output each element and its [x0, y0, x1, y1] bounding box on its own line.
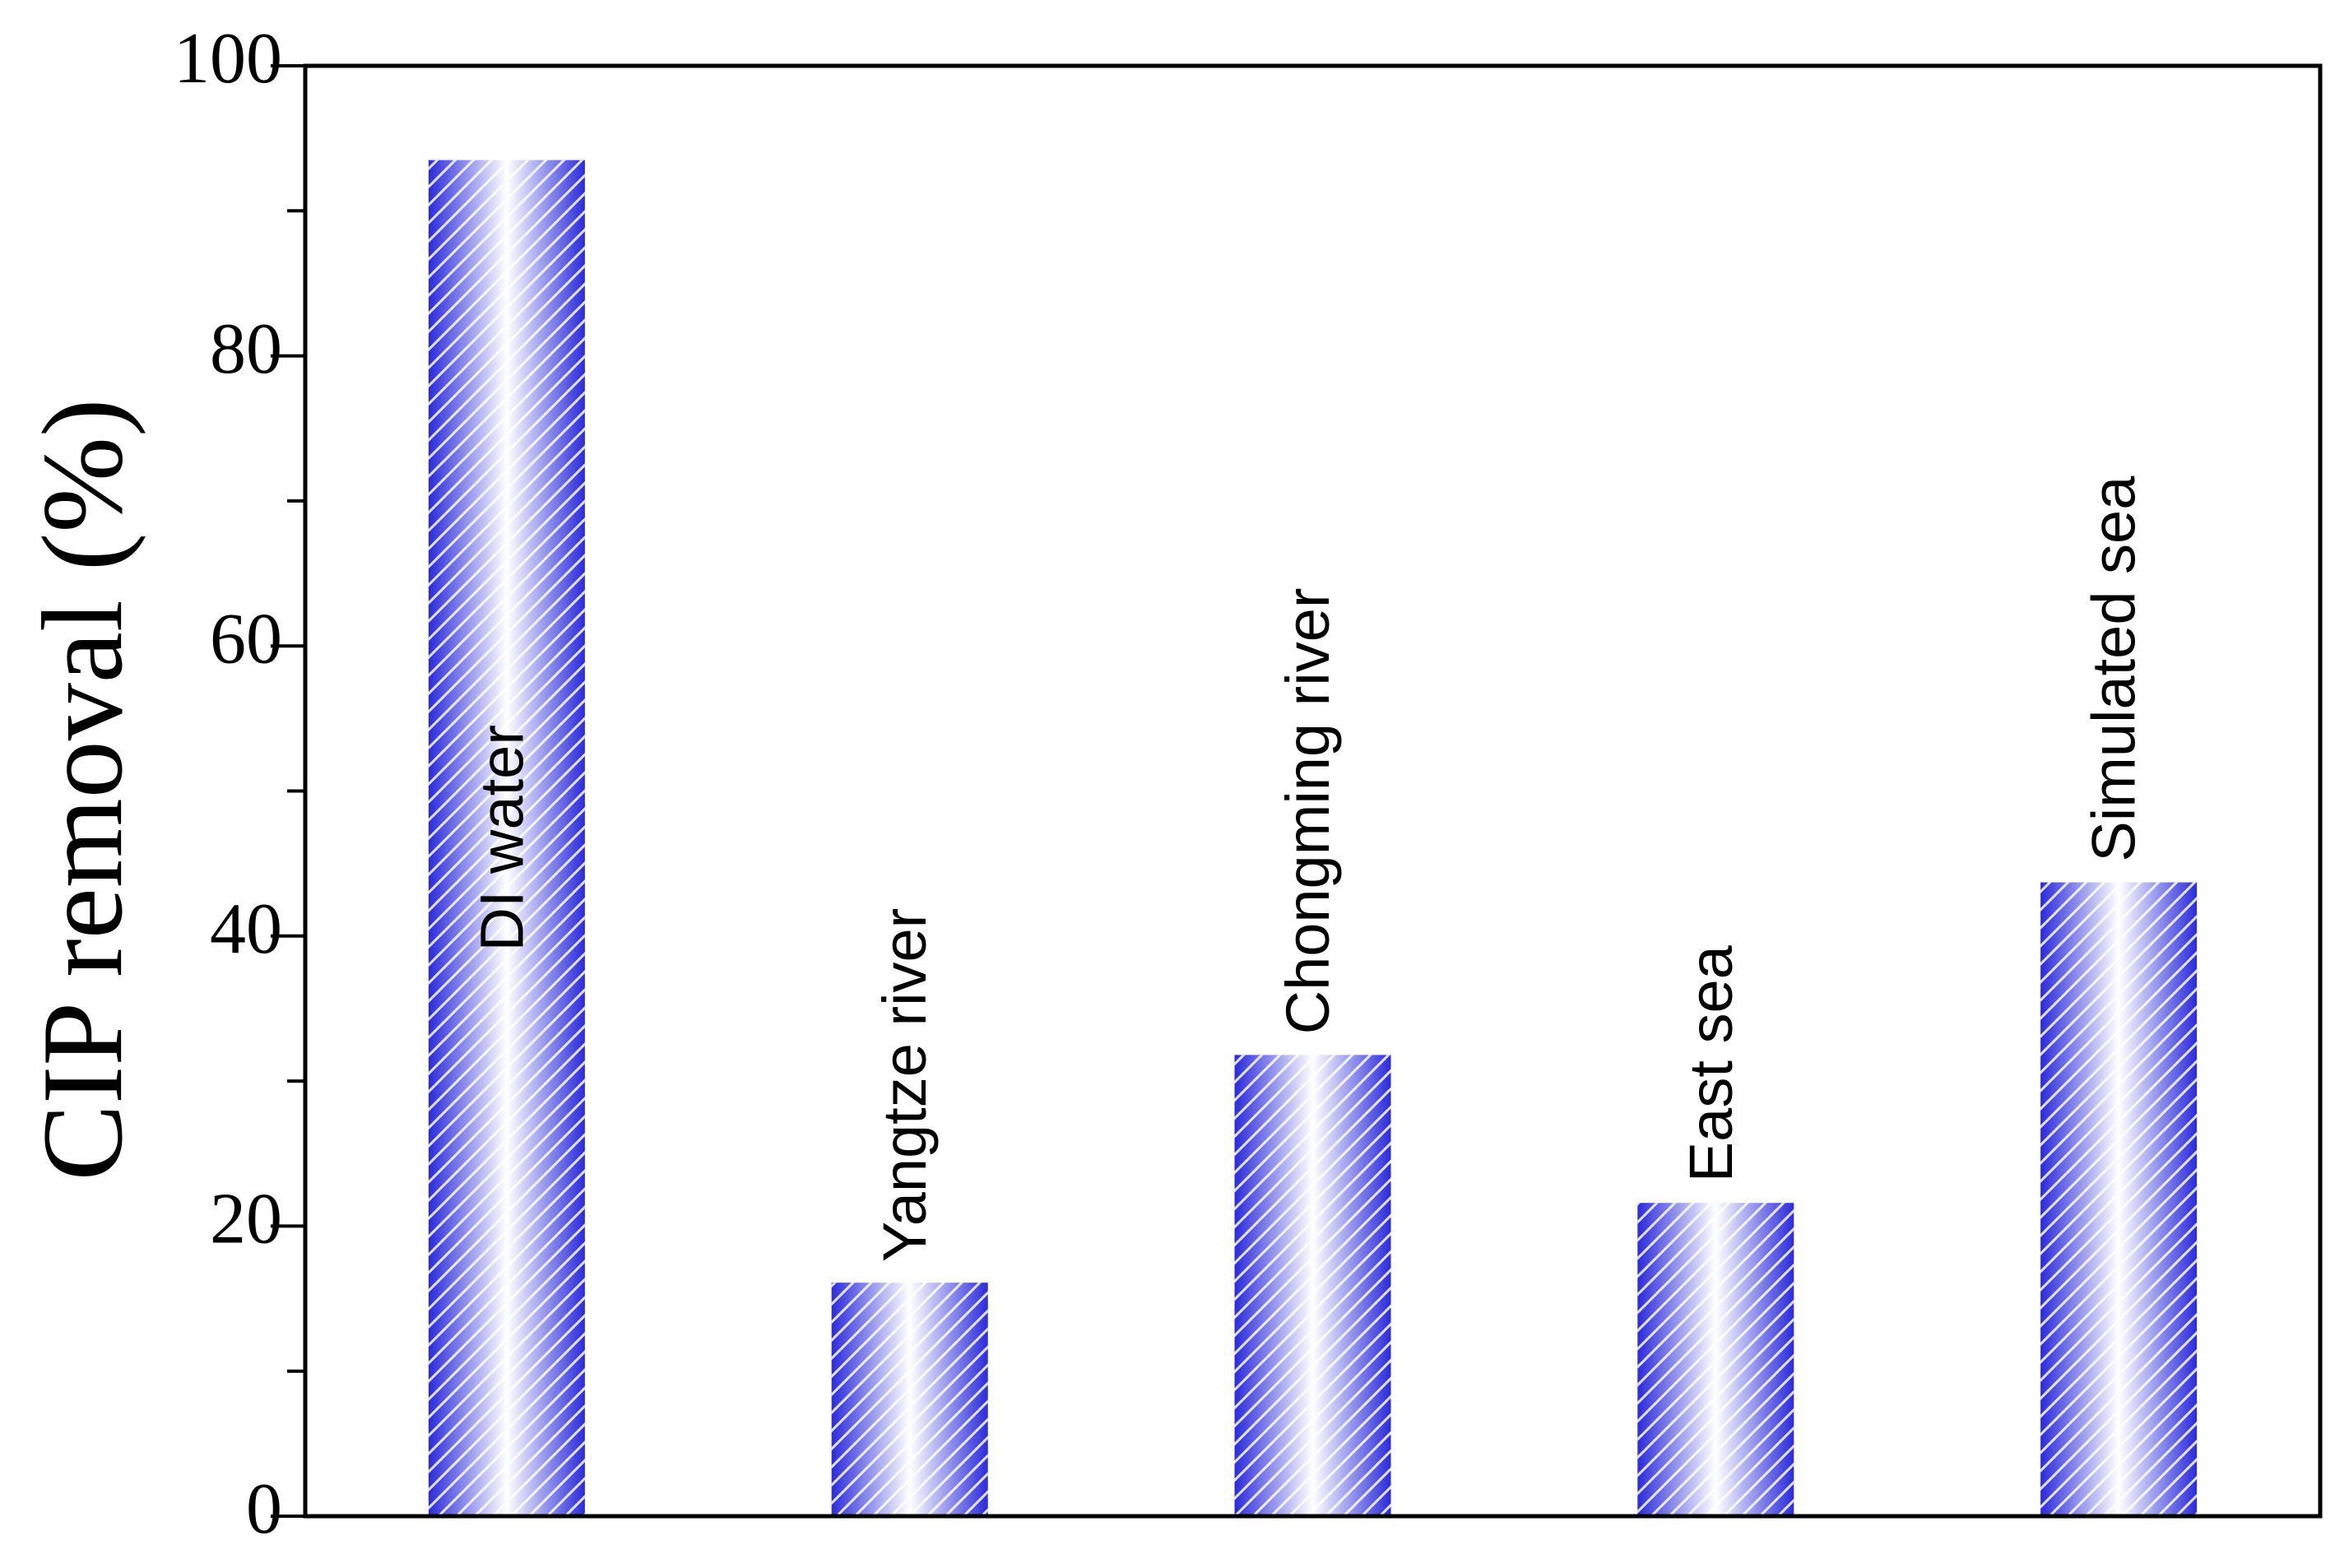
y-tick-label: 80 [210, 309, 282, 389]
bar-category-label: Chongming river [1274, 587, 1342, 1034]
y-tick-label: 40 [210, 889, 282, 969]
y-tick-label: 60 [210, 599, 282, 679]
bar [831, 1283, 988, 1516]
bar-hatch [428, 160, 585, 1517]
plot-frame [303, 63, 2323, 1519]
bar-hatch [1637, 1203, 1794, 1516]
bar-category-label: Yangtze river [870, 908, 939, 1263]
bar [1234, 1055, 1391, 1516]
y-tick-label: 0 [246, 1469, 282, 1549]
y-tick-label: 20 [210, 1180, 282, 1260]
bar-category-label: Simulated sea [2080, 476, 2148, 862]
bar-hatch [831, 1283, 988, 1516]
y-tick-label: 100 [174, 19, 282, 99]
bar-category-label: DI water [467, 725, 536, 952]
y-axis-label: CIP removal (%) [19, 398, 146, 1181]
bar-hatch [2040, 882, 2198, 1516]
bar-hatch [1234, 1055, 1391, 1516]
bar-category-label: East sea [1677, 944, 1745, 1182]
bar [2040, 882, 2198, 1516]
bar [428, 160, 585, 1517]
bar [1637, 1203, 1794, 1516]
